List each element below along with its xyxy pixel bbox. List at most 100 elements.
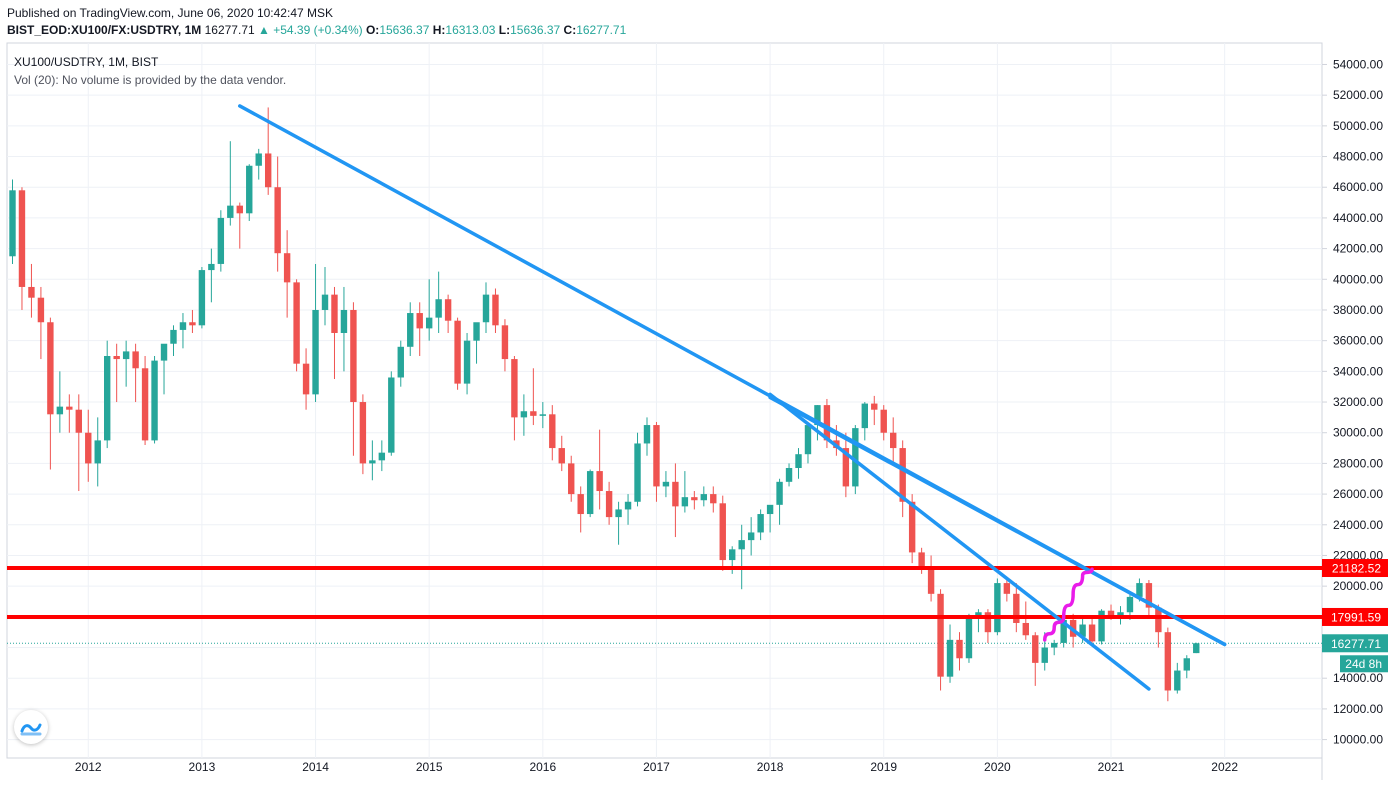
y-tick-label: 32000.00 (1333, 395, 1383, 409)
candle-body (577, 494, 584, 515)
candle-body (416, 313, 423, 329)
y-tick-label: 46000.00 (1333, 180, 1383, 194)
candle-body (852, 428, 859, 487)
candle-body (681, 497, 689, 507)
candle-body (729, 549, 736, 561)
y-tick-label: 36000.00 (1333, 334, 1383, 348)
candle-body (1088, 624, 1096, 642)
candle-body (189, 322, 196, 326)
candle-body (530, 411, 537, 416)
candle-body (1183, 658, 1190, 671)
candle-body (1136, 583, 1143, 597)
y-tick-label: 34000.00 (1333, 364, 1383, 378)
candle-body (312, 309, 319, 395)
plot-area (6, 42, 1323, 759)
candle-body (719, 503, 726, 561)
low-value: 15636.37 (510, 23, 561, 37)
y-tick-label: 52000.00 (1333, 88, 1383, 102)
candle-body (946, 639, 954, 677)
candle-body (700, 494, 708, 501)
candle-body (274, 187, 281, 254)
last-price-label: 16277.71 (1331, 637, 1381, 651)
trendline (768, 392, 1151, 691)
candle-body (9, 190, 16, 257)
y-tick-label: 12000.00 (1333, 702, 1383, 716)
candle-body (596, 471, 603, 492)
candle-body (359, 402, 367, 464)
y-tick-label: 28000.00 (1333, 456, 1383, 470)
candle-body (861, 403, 868, 429)
symbol-ohlc-line: BIST_EOD:XU100/FX:USDTRY, 1M 16277.71 ▲ … (7, 22, 626, 38)
x-tick-label: 2018 (757, 760, 784, 774)
candle-body (444, 299, 452, 321)
y-tick-label: 22000.00 (1333, 548, 1383, 562)
candle-body (520, 411, 528, 418)
candle-body (407, 313, 414, 347)
candle-body (85, 432, 92, 464)
published-note: Published on TradingView.com, June 06, 2… (7, 6, 333, 20)
candle-body (653, 425, 660, 487)
candle-body (908, 501, 916, 553)
x-tick-label: 2017 (643, 760, 670, 774)
candle-body (66, 406, 73, 410)
candle-body (662, 481, 670, 487)
y-tick-label: 24000.00 (1333, 518, 1383, 532)
candle-body (208, 263, 215, 271)
candle-body (1174, 670, 1181, 691)
trendline (768, 395, 1227, 647)
candle-body (104, 356, 111, 441)
candle-body (331, 294, 338, 333)
candle-body (75, 409, 82, 433)
candle-body (255, 153, 262, 166)
tradingview-logo-icon[interactable] (14, 710, 48, 744)
candle-body (18, 190, 26, 287)
y-tick-label: 10000.00 (1333, 733, 1383, 747)
candle-body (615, 509, 622, 518)
candle-body (302, 363, 310, 395)
y-tick-label: 42000.00 (1333, 242, 1383, 256)
resistance-upper-label: 21182.52 (1332, 562, 1381, 576)
resistance-lower-label: 17991.59 (1331, 610, 1381, 624)
candle-body (738, 540, 745, 550)
candle-body (482, 294, 490, 323)
candle-body (198, 270, 206, 326)
candle-body (1145, 583, 1153, 608)
candle-body (956, 639, 963, 659)
high-value: 16313.03 (445, 23, 496, 37)
x-tick-label: 2014 (302, 760, 329, 774)
projection-path (1042, 567, 1094, 642)
candle-body (539, 414, 547, 416)
pane-title[interactable]: XU100/USDTRY, 1M, BIST (14, 55, 159, 69)
candle-body (1051, 642, 1058, 648)
candle-body (880, 409, 887, 433)
y-tick-label: 50000.00 (1333, 119, 1383, 133)
resistance-upper-label-bg (1322, 559, 1388, 578)
open-value: 15636.37 (379, 23, 430, 37)
candle-body (511, 359, 518, 418)
candle-body (454, 320, 461, 384)
x-tick-label: 2022 (1211, 760, 1238, 774)
candle-body (710, 494, 717, 504)
candle-body (321, 294, 329, 310)
candle-body (236, 205, 243, 214)
candle-body (56, 406, 64, 415)
x-tick-label: 2019 (870, 760, 897, 774)
y-tick-label: 30000.00 (1333, 426, 1383, 440)
y-tick-label: 44000.00 (1333, 211, 1383, 225)
candle-body (293, 282, 300, 364)
candle-body (842, 448, 850, 487)
candle-body (217, 217, 225, 264)
candle-body (501, 325, 509, 360)
candle-body (643, 425, 651, 444)
change-value: ▲ +54.39 (+0.34%) (258, 23, 363, 37)
candle-body (927, 567, 935, 594)
close-value: 16277.71 (576, 23, 627, 37)
candle-body (1126, 596, 1134, 613)
y-tick-label: 26000.00 (1333, 487, 1383, 501)
candle-body (1022, 622, 1029, 636)
y-tick-label: 48000.00 (1333, 150, 1383, 164)
candle-body (160, 343, 168, 361)
candle-body (37, 297, 45, 323)
candle-body (1107, 610, 1115, 616)
